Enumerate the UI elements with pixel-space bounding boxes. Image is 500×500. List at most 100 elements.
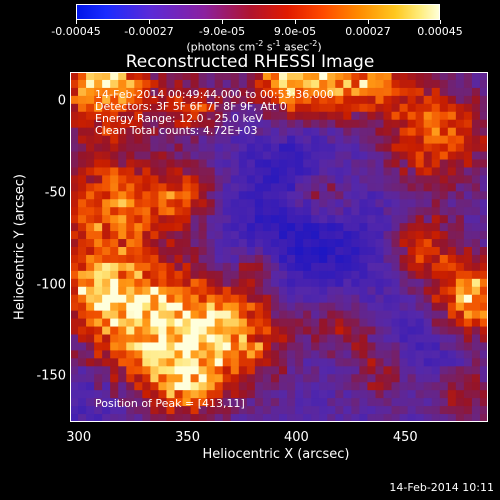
heatmap-cell	[118, 262, 127, 272]
heatmap-cell	[447, 398, 457, 407]
heatmap-cell	[279, 358, 288, 367]
heatmap-cell	[198, 406, 208, 415]
heatmap-cell	[431, 167, 441, 176]
heatmap-cell	[198, 302, 208, 312]
heatmap-cell	[246, 342, 256, 351]
heatmap-cell	[230, 111, 240, 121]
heatmap-cell	[463, 183, 473, 192]
heatmap-cell	[303, 127, 312, 137]
heatmap-cell	[311, 175, 320, 184]
heatmap-cell	[174, 310, 184, 320]
heatmap-cell	[198, 318, 208, 328]
heatmap-cell	[407, 135, 417, 145]
heatmap-cell	[198, 199, 208, 208]
heatmap-cell	[102, 167, 111, 176]
heatmap-cell	[311, 294, 320, 304]
heatmap-cell	[190, 302, 200, 312]
heatmap-cell	[198, 103, 208, 113]
heatmap-cell	[102, 95, 111, 105]
heatmap-cell	[303, 382, 312, 391]
heatmap-cell	[78, 414, 87, 422]
heatmap-cell	[447, 119, 457, 129]
heatmap-cell	[110, 254, 119, 264]
heatmap-cell	[439, 183, 449, 192]
heatmap-cell	[166, 398, 176, 407]
heatmap-cell	[447, 414, 457, 422]
heatmap-cell	[262, 302, 272, 312]
heatmap-cell	[198, 231, 208, 240]
heatmap-cell	[423, 159, 433, 169]
heatmap-cell	[303, 262, 312, 272]
heatmap-cell	[142, 358, 151, 367]
heatmap-cell	[279, 111, 288, 121]
heatmap-cell	[399, 223, 409, 232]
heatmap-cell	[399, 302, 409, 312]
heatmap-cell	[415, 254, 425, 264]
heatmap-cell	[407, 95, 417, 105]
heatmap-cell	[399, 95, 409, 105]
heatmap-cell	[102, 79, 111, 89]
heatmap-cell	[295, 72, 304, 81]
heatmap-cell	[439, 159, 449, 169]
heatmap-cell	[126, 382, 135, 391]
heatmap-cell	[311, 72, 320, 81]
heatmap-cell	[287, 318, 296, 328]
heatmap-cell	[279, 254, 288, 264]
heatmap-cell	[431, 135, 441, 145]
heatmap-cell	[479, 159, 488, 169]
clean-counts-text: Clean Total counts: 4.72E+03	[95, 124, 258, 137]
heatmap-cell	[126, 342, 135, 351]
heatmap-cell	[415, 87, 425, 97]
heatmap-cell	[391, 286, 401, 296]
heatmap-cell	[166, 350, 176, 359]
heatmap-cell	[110, 414, 119, 422]
heatmap-cell	[270, 270, 280, 280]
heatmap-cell	[343, 318, 352, 328]
heatmap-cell	[303, 111, 312, 121]
heatmap-cell	[238, 167, 248, 176]
heatmap-cell	[319, 414, 328, 422]
heatmap-cell	[407, 286, 417, 296]
heatmap-cell	[246, 270, 256, 280]
heatmap-cell	[174, 294, 184, 304]
heatmap-cell	[70, 374, 79, 383]
heatmap-cell	[287, 358, 296, 367]
heatmap-cell	[78, 382, 87, 391]
heatmap-cell	[238, 239, 248, 248]
heatmap-cell	[295, 414, 304, 422]
heatmap-cell	[431, 199, 441, 208]
heatmap-cell	[222, 239, 232, 248]
heatmap-cell	[70, 247, 79, 256]
heatmap-cell	[375, 119, 385, 129]
heatmap-cell	[431, 215, 441, 224]
heatmap-cell	[319, 406, 328, 415]
heatmap-cell	[166, 342, 176, 351]
heatmap-cell	[295, 127, 304, 137]
heatmap-cell	[86, 406, 95, 415]
heatmap-cell	[407, 326, 417, 336]
heatmap-cell	[367, 199, 377, 208]
heatmap-cell	[110, 72, 119, 81]
heatmap-cell	[279, 223, 288, 232]
heatmap-cell	[351, 119, 360, 129]
heatmap-cell	[134, 215, 143, 224]
heatmap-cell	[367, 207, 377, 216]
heatmap-cell	[327, 135, 336, 145]
heatmap-cell	[359, 247, 369, 256]
heatmap-cell	[287, 127, 296, 137]
heatmap-cell	[198, 382, 208, 391]
heatmap-cell	[431, 95, 441, 105]
heatmap-cell	[182, 286, 192, 296]
heatmap-cell	[246, 334, 256, 344]
heatmap-cell	[150, 390, 160, 399]
heatmap-cell	[375, 398, 385, 407]
heatmap-cell	[391, 310, 401, 320]
heatmap-cell	[463, 207, 473, 216]
heatmap-cell	[134, 231, 143, 240]
heatmap-cell	[230, 350, 240, 359]
heatmap-cell	[246, 318, 256, 328]
heatmap-cell	[190, 398, 200, 407]
heatmap-cell	[455, 159, 465, 169]
heatmap-cell	[367, 398, 377, 407]
heatmap-cell	[423, 382, 433, 391]
